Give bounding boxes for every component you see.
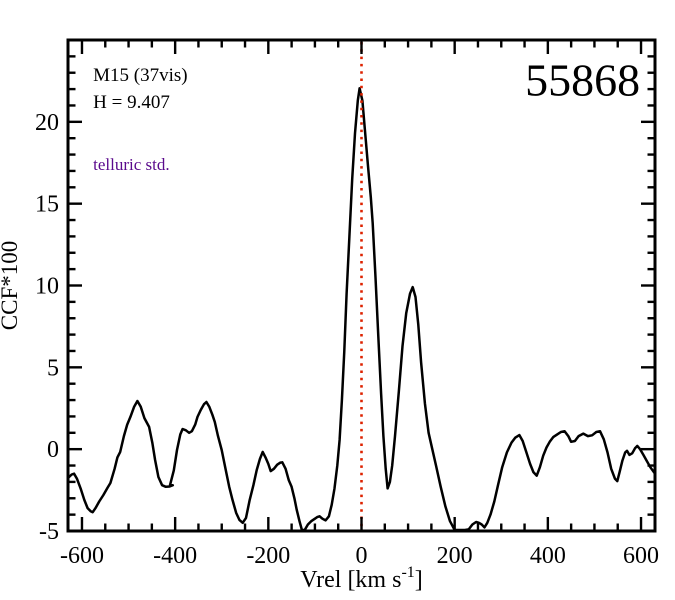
ccf-curve xyxy=(66,87,657,532)
y-axis-tick-label: 5 xyxy=(47,355,59,381)
x-axis-tick-label: 0 xyxy=(356,543,368,569)
y-axis-title: CCF*100 xyxy=(0,241,22,330)
target-label: M15 (37vis) xyxy=(93,65,187,86)
y-axis-tick-label: -5 xyxy=(39,519,59,545)
x-axis-tick-label: 600 xyxy=(623,543,659,569)
x-axis-tick-label: -600 xyxy=(60,543,104,569)
y-axis-tick-label: 10 xyxy=(35,274,59,300)
x-axis-title: Vrel [km s-1] xyxy=(300,564,423,593)
y-axis-tick-label: 20 xyxy=(35,110,59,136)
hmag-label: H = 9.407 xyxy=(93,92,170,113)
x-axis-tick-label: -200 xyxy=(246,543,290,569)
y-axis-tick-label: 0 xyxy=(47,437,59,463)
x-axis-tick-label: 200 xyxy=(437,543,473,569)
x-axis-tick-label: 400 xyxy=(530,543,566,569)
x-axis-tick-label: -400 xyxy=(153,543,197,569)
mjd-label: 55868 xyxy=(525,55,640,106)
y-axis-tick-label: 15 xyxy=(35,192,59,218)
telluric-label: telluric std. xyxy=(93,155,169,174)
